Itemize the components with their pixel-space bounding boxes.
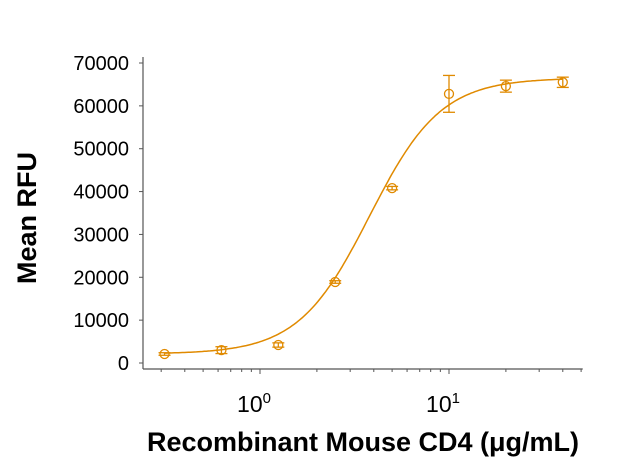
data-point — [330, 276, 341, 288]
data-point-group — [158, 348, 171, 360]
data-point-group — [329, 276, 342, 288]
data-point — [443, 88, 455, 100]
data-point — [159, 348, 170, 360]
y-tick-label: 10000 — [73, 310, 129, 332]
data-point — [500, 80, 512, 92]
y-axis-label: Mean RFU — [12, 152, 42, 284]
data-point-group — [272, 339, 285, 351]
data-point — [386, 182, 398, 194]
data-point — [216, 344, 227, 356]
data-point — [557, 77, 568, 88]
data-point-group — [386, 182, 399, 194]
data-point-group — [499, 79, 512, 93]
data-point-group — [443, 74, 455, 113]
y-tick-label: 20000 — [73, 267, 129, 289]
data-point — [273, 339, 284, 351]
data-point-group — [556, 76, 569, 89]
y-tick-label: 70000 — [73, 53, 129, 75]
fit-curve — [164, 78, 563, 354]
x-tick-label: 100 — [237, 390, 271, 417]
y-tick-label: 0 — [118, 353, 129, 375]
data-point-group — [215, 344, 228, 356]
y-tick-label: 60000 — [73, 96, 129, 118]
y-tick-label: 30000 — [73, 224, 129, 246]
y-tick-label: 40000 — [73, 182, 129, 204]
x-tick-label: 101 — [426, 390, 460, 417]
x-axis-label: Recombinant Mouse CD4 (μg/mL) — [147, 427, 579, 457]
y-tick-label: 50000 — [73, 139, 129, 161]
